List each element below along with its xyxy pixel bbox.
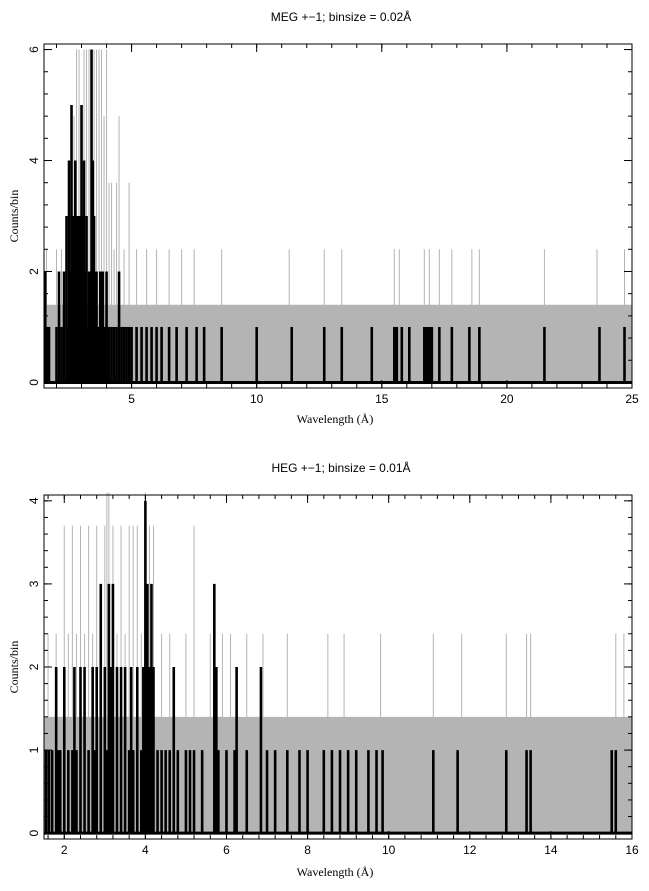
heg-y-axis-label: Counts/bin (7, 641, 21, 694)
meg-x-tick-label: 5 (128, 392, 135, 406)
heg-x-tick-label: 8 (304, 843, 311, 857)
heg-x-tick-label: 16 (625, 843, 639, 857)
heg-y-tick-label: 2 (27, 663, 41, 670)
meg-panel: MEG +−1; binsize = 0.02Å 5 10 15 20 25 0 2 4 6 W… (7, 9, 639, 426)
heg-y-tick-label: 1 (27, 746, 41, 753)
meg-y-tick-label: 4 (27, 157, 41, 164)
heg-x-tick-label: 4 (142, 843, 149, 857)
heg-x-tick-label: 2 (61, 843, 68, 857)
heg-y-tick-label: 4 (27, 497, 41, 504)
heg-plot-area (44, 492, 632, 835)
heg-y-tick-label: 0 (27, 830, 41, 837)
meg-y-axis-label: Counts/bin (7, 190, 21, 243)
heg-x-tick-label: 6 (223, 843, 230, 857)
meg-x-tick-label: 20 (500, 392, 514, 406)
heg-x-axis-label: Wavelength (Å) (297, 865, 374, 879)
meg-plot-frame (43, 43, 633, 389)
meg-plot-area (43, 49, 632, 384)
meg-x-tick-label: 15 (375, 392, 389, 406)
meg-y-tick-label: 6 (27, 46, 41, 53)
heg-x-tick-label: 14 (544, 843, 558, 857)
meg-x-tick-label: 25 (625, 392, 639, 406)
heg-panel: HEG +−1; binsize = 0.01Å 2 4 6 8 10 12 14 16012… (7, 460, 639, 879)
meg-gray-band (44, 304, 632, 383)
heg-x-tick-label: 12 (463, 843, 477, 857)
meg-ticks: 5 10 15 20 25 0 2 4 6 (27, 44, 639, 406)
meg-x-axis-label: Wavelength (Å) (297, 412, 374, 426)
meg-title: MEG +−1; binsize = 0.02Å (271, 9, 411, 24)
meg-x-tick-label: 10 (250, 392, 264, 406)
heg-y-tick-label: 3 (27, 580, 41, 587)
heg-title: HEG +−1; binsize = 0.01Å (271, 460, 410, 475)
heg-x-tick-label: 10 (382, 843, 396, 857)
meg-y-tick-label: 0 (27, 379, 41, 386)
meg-y-tick-label: 2 (27, 268, 41, 275)
